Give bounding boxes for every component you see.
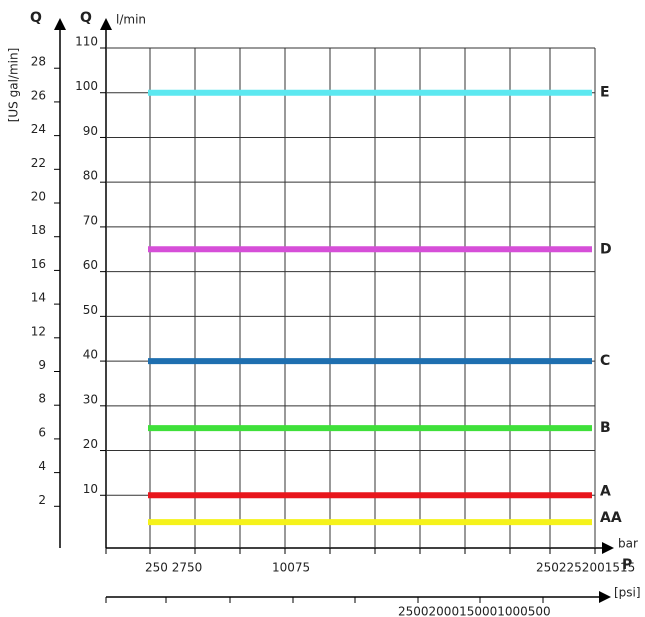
y-tick-label: 110 <box>75 35 98 49</box>
y-tick-label: 90 <box>83 124 98 138</box>
series-label: AA <box>600 510 622 526</box>
y2-tick-label: 12 <box>31 324 46 338</box>
y2-title: Q <box>30 10 42 26</box>
y2-tick-label: 26 <box>31 88 46 102</box>
x-tick-label: 10075 <box>272 561 310 575</box>
series-label: C <box>600 353 610 369</box>
y-tick-label: 50 <box>83 303 98 317</box>
y-unit: l/min <box>116 13 146 27</box>
y-tick-label: 10 <box>83 482 98 496</box>
y-tick-label: 60 <box>83 258 98 272</box>
x2-unit: [psi] <box>614 586 641 600</box>
series-label: B <box>600 420 611 436</box>
y2-tick-label: 16 <box>31 257 46 271</box>
x2-tick-label: 25002000150001000500 <box>398 605 551 617</box>
x-tick-label: 250 2750 <box>145 561 202 575</box>
series-label: E <box>600 85 610 101</box>
x-tick-label: 2502252001515 <box>536 561 635 575</box>
y2-tick-label: 6 <box>38 425 46 439</box>
y2-tick-label: 22 <box>31 156 46 170</box>
y-tick-label: 20 <box>83 437 98 451</box>
y-tick-label: 70 <box>83 213 98 227</box>
y2-tick-label: 4 <box>38 459 46 473</box>
y2-tick-label: 2 <box>38 493 46 507</box>
y2-tick-label: 20 <box>31 190 46 204</box>
y2-tick-label: 9 <box>38 358 46 372</box>
y-tick-label: 80 <box>83 169 98 183</box>
y-tick-label: 40 <box>83 348 98 362</box>
y2-tick-label: 18 <box>31 223 46 237</box>
y2-tick-label: 24 <box>31 122 46 136</box>
series-label: A <box>600 483 611 499</box>
x-title: P <box>622 557 632 573</box>
y2-tick-label: 8 <box>38 392 46 406</box>
y-tick-label: 100 <box>75 79 98 93</box>
x-unit: bar <box>618 537 638 551</box>
y2-tick-label: 14 <box>31 291 46 305</box>
y2-unit: [US gal/min] <box>7 48 21 123</box>
y2-tick-label: 28 <box>31 55 46 69</box>
y-title: Q <box>80 10 92 26</box>
y-tick-label: 30 <box>83 392 98 406</box>
series-label: D <box>600 241 612 257</box>
